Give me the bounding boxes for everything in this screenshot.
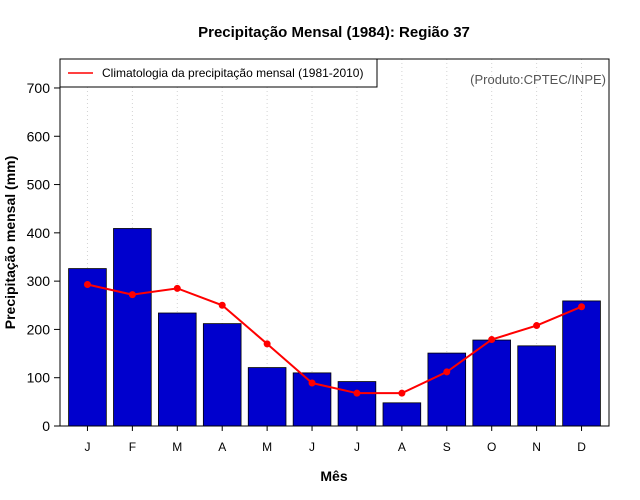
climatology-point — [353, 389, 361, 397]
climatology-point — [488, 336, 496, 344]
x-tick-label: J — [309, 440, 315, 454]
climatology-point — [263, 340, 271, 348]
x-tick-label: J — [84, 440, 90, 454]
bar-a-4 — [202, 323, 242, 427]
x-tick-label: A — [218, 440, 226, 454]
bar-series — [68, 228, 601, 427]
climatology-point — [578, 303, 586, 311]
climatology-point — [128, 291, 136, 299]
bar-o-10 — [472, 339, 511, 427]
chart-title: Precipitação Mensal (1984): Região 37 — [198, 24, 470, 41]
y-axis: 0 100 200 300 400 500 600 700 — [27, 80, 60, 434]
x-tick-label: F — [129, 440, 136, 454]
x-tick-label: O — [487, 440, 496, 454]
y-tick-label: 500 — [27, 177, 51, 193]
product-credit: (Produto:CPTEC/INPE) — [470, 72, 606, 87]
bar-m-3 — [158, 312, 197, 427]
x-tick-label: D — [577, 440, 586, 454]
legend-box — [59, 58, 378, 88]
y-tick-label: 100 — [27, 370, 51, 386]
bar-n-11 — [517, 345, 556, 427]
climatology-point — [533, 322, 541, 330]
climatology-point — [308, 379, 316, 387]
climatology-point — [443, 368, 451, 376]
x-tick-label: M — [262, 440, 272, 454]
x-tick-label: J — [354, 440, 360, 454]
climatology-line — [87, 283, 582, 395]
y-tick-label: 400 — [27, 225, 51, 241]
x-tick-label: M — [172, 440, 182, 454]
x-tick-label: S — [443, 440, 451, 454]
y-tick-label: 600 — [27, 128, 51, 144]
y-tick-label: 0 — [42, 418, 50, 434]
climatology-point — [218, 301, 226, 309]
y-tick-label: 200 — [27, 321, 51, 337]
y-tick-label: 700 — [27, 80, 51, 96]
bar-a-8 — [382, 402, 422, 427]
legend: Climatologia da precipitação mensal (198… — [59, 58, 378, 88]
climatology-point — [83, 281, 91, 289]
y-tick-label: 300 — [27, 273, 51, 289]
bar-m-5 — [247, 367, 287, 427]
y-axis-label: Precipitação mensal (mm) — [2, 156, 18, 330]
legend-label: Climatologia da precipitação mensal (198… — [102, 66, 363, 80]
bar-s-9 — [427, 352, 467, 427]
climatology-series — [83, 281, 586, 397]
bar-j-7 — [337, 381, 377, 427]
bar-d-12 — [562, 300, 601, 427]
bar-j-1 — [68, 268, 107, 427]
climatology-point — [398, 389, 406, 397]
x-tick-label: A — [398, 440, 406, 454]
x-axis-label: Mês — [320, 468, 347, 484]
x-tick-label: N — [532, 440, 541, 454]
climatology-point — [173, 284, 181, 292]
bar-f-2 — [113, 228, 152, 427]
